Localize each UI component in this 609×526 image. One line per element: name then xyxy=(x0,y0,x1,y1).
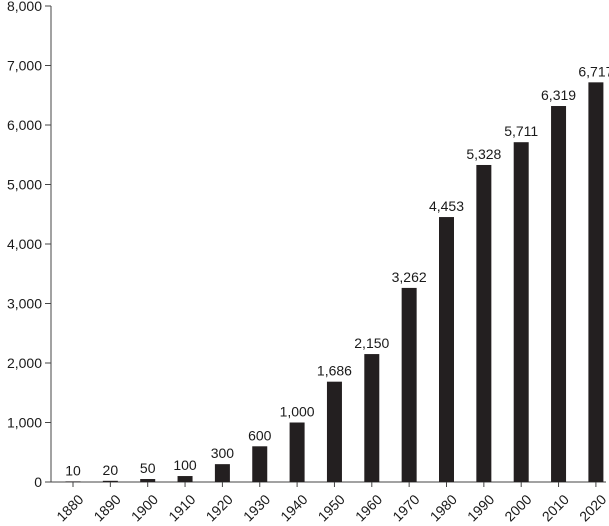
bar xyxy=(289,422,305,482)
x-tick-label: 1960 xyxy=(352,491,385,524)
x-tick-label: 1990 xyxy=(464,491,497,524)
data-label: 50 xyxy=(140,460,156,476)
y-tick-label: 8,000 xyxy=(7,0,42,14)
data-label: 300 xyxy=(211,445,235,461)
x-tick-label: 1920 xyxy=(203,491,236,524)
x-tick-label: 2020 xyxy=(576,491,609,524)
bar xyxy=(476,164,492,483)
data-label: 6,717 xyxy=(578,63,609,79)
y-tick-label: 2,000 xyxy=(7,355,42,371)
data-label: 2,150 xyxy=(354,335,389,351)
y-axis: 0 1,000 2,000 3,000 4,000 5,000 6,000 7,000 8,00… xyxy=(7,0,52,490)
data-label: 6,319 xyxy=(541,87,576,103)
x-tick-label: 1900 xyxy=(128,491,161,524)
x-tick-label: 1930 xyxy=(240,491,273,524)
x-tick-label: 2000 xyxy=(501,491,534,524)
bar xyxy=(177,476,193,482)
bar xyxy=(326,381,342,482)
y-tick-label: 4,000 xyxy=(7,236,42,252)
data-label: 5,328 xyxy=(466,146,501,162)
x-axis: 1880 1890 1900 1910 1920 1930 1940 1950 1960 1970… xyxy=(51,481,609,525)
data-label: 600 xyxy=(248,427,272,443)
y-tick-label: 7,000 xyxy=(7,58,42,74)
bar xyxy=(439,217,454,483)
bars xyxy=(65,82,604,483)
x-tick-label: 1940 xyxy=(277,491,310,524)
x-tick-label: 1910 xyxy=(165,491,198,524)
bar xyxy=(401,287,417,482)
data-label: 20 xyxy=(103,462,119,478)
data-label: 10 xyxy=(65,462,81,478)
data-label: 1,686 xyxy=(317,363,352,379)
x-tick-label: 1880 xyxy=(53,491,86,524)
x-tick-label: 1980 xyxy=(427,491,460,524)
bar xyxy=(102,480,118,482)
bar xyxy=(513,142,529,482)
x-tick-label: 2010 xyxy=(539,491,572,524)
bar xyxy=(588,82,604,482)
bar xyxy=(252,446,268,482)
y-tick-label: 0 xyxy=(34,474,42,490)
x-tick-label: 1970 xyxy=(389,491,422,524)
data-label: 1,000 xyxy=(280,404,315,420)
data-label: 100 xyxy=(173,457,197,473)
y-tick-label: 5,000 xyxy=(7,177,42,193)
bar xyxy=(551,106,567,483)
bar xyxy=(140,479,156,482)
x-tick-label: 1890 xyxy=(90,491,123,524)
bar xyxy=(65,481,81,482)
x-tick-label: 1950 xyxy=(315,491,348,524)
y-tick-label: 3,000 xyxy=(7,296,42,312)
bar xyxy=(214,464,230,482)
data-label: 4,453 xyxy=(429,198,464,214)
y-tick-label: 1,000 xyxy=(7,415,42,431)
data-label: 3,262 xyxy=(392,269,427,285)
y-tick-label: 6,000 xyxy=(7,117,42,133)
data-label: 5,711 xyxy=(504,123,538,139)
bar xyxy=(364,354,380,482)
